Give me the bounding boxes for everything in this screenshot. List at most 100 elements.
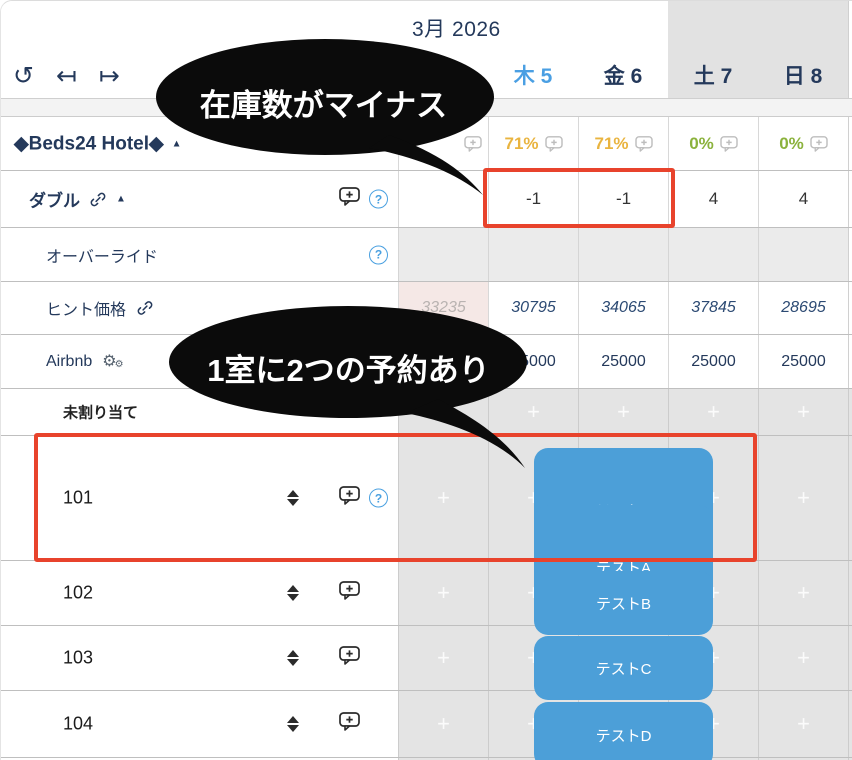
partial-next-column: [848, 228, 852, 281]
reorder-room-icon[interactable]: [287, 650, 299, 666]
inventory-cell[interactable]: 4: [758, 171, 848, 227]
occupancy-value: 71%: [594, 133, 629, 153]
override-row: オーバーライド ?: [1, 228, 852, 282]
add-note-icon[interactable]: [339, 712, 360, 736]
airbnb-row: Airbnb ⚙ ⚙ 25000 25000 25000 25000 25000: [1, 335, 852, 389]
override-cell[interactable]: [668, 228, 758, 281]
airbnb-price-cell[interactable]: 25000: [758, 335, 848, 388]
partial-next-column: [848, 626, 852, 690]
help-icon[interactable]: ?: [369, 488, 388, 508]
unassigned-label: 未割り当て: [63, 404, 139, 422]
add-note-icon[interactable]: [339, 581, 360, 605]
override-cell[interactable]: [758, 228, 848, 281]
occupancy-value: 0%: [779, 133, 804, 153]
help-icon[interactable]: ?: [369, 245, 388, 264]
inventory-cell[interactable]: -1: [488, 171, 578, 227]
add-note-icon[interactable]: [544, 135, 563, 152]
booking-cell[interactable]: +: [758, 436, 848, 560]
link-icon[interactable]: [89, 190, 107, 208]
hint-price-row: ヒント価格 33235 30795 34065 37845 28695: [1, 282, 852, 335]
airbnb-label: Airbnb: [46, 352, 93, 370]
add-booking-icon[interactable]: +: [437, 580, 450, 605]
booking-cell[interactable]: +: [758, 626, 848, 690]
add-booking-icon[interactable]: +: [797, 485, 810, 510]
booking-cell[interactable]: +: [578, 389, 668, 435]
add-note-icon[interactable]: [339, 486, 360, 510]
airbnb-price-cell[interactable]: 25000: [488, 335, 578, 388]
partial-next-column: [848, 171, 852, 227]
airbnb-price-value: 25000: [511, 352, 556, 370]
unassigned-row: 未割り当て + + + + +: [1, 389, 852, 436]
airbnb-price-value: 25000: [781, 352, 826, 370]
add-booking-icon[interactable]: +: [437, 399, 450, 424]
booking-cell[interactable]: +: [758, 561, 848, 625]
booking-cell[interactable]: +: [398, 561, 488, 625]
airbnb-price-value: 25000: [601, 352, 646, 370]
add-note-icon[interactable]: [464, 135, 482, 152]
property-row: ◆Beds24 Hotel◆ ▲ 71% 71% 0% 0%: [1, 117, 852, 171]
add-booking-icon[interactable]: +: [797, 645, 810, 670]
scroll-right-icon[interactable]: ↦: [98, 61, 120, 90]
booking-cell[interactable]: +: [668, 389, 758, 435]
occupancy-cell[interactable]: 0%: [758, 117, 848, 170]
override-cell[interactable]: [488, 228, 578, 281]
occupancy-cell[interactable]: 71%: [488, 117, 578, 170]
occupancy-cell[interactable]: 0%: [668, 117, 758, 170]
inventory-value: -1: [615, 189, 632, 208]
add-note-icon[interactable]: [634, 135, 653, 152]
hint-price-cell-partial[interactable]: 33235: [398, 282, 488, 334]
booking-cell[interactable]: +: [398, 691, 488, 757]
airbnb-price-cell-partial[interactable]: 25000: [398, 335, 488, 388]
room-number: 102: [63, 582, 94, 603]
header-strip: [1, 99, 852, 117]
add-note-icon[interactable]: [720, 135, 738, 152]
scroll-left-icon[interactable]: ↤: [55, 61, 77, 90]
occupancy-cell[interactable]: 71%: [578, 117, 668, 170]
airbnb-price-cell[interactable]: 25000: [668, 335, 758, 388]
add-booking-icon[interactable]: +: [797, 399, 810, 424]
add-booking-icon[interactable]: +: [617, 399, 630, 424]
collapse-property-icon[interactable]: ▲: [171, 138, 182, 149]
hint-price-value: 30795: [511, 299, 556, 316]
add-note-icon[interactable]: [810, 135, 828, 152]
hint-price-cell[interactable]: 30795: [488, 282, 578, 334]
booking-pill[interactable]: テストC: [534, 636, 713, 700]
add-booking-icon[interactable]: +: [437, 645, 450, 670]
add-note-icon[interactable]: [339, 187, 360, 211]
add-note-icon[interactable]: [339, 646, 360, 670]
link-icon[interactable]: [136, 299, 154, 317]
booking-cell[interactable]: +: [488, 389, 578, 435]
help-icon[interactable]: ?: [369, 189, 388, 209]
booking-cell[interactable]: +: [398, 436, 488, 560]
add-booking-icon[interactable]: +: [797, 580, 810, 605]
channel-settings-icon[interactable]: ⚙ ⚙: [102, 353, 123, 370]
add-booking-icon[interactable]: +: [707, 399, 720, 424]
collapse-room-type-icon[interactable]: ▲: [116, 193, 126, 205]
hint-price-cell[interactable]: 28695: [758, 282, 848, 334]
override-cell[interactable]: [398, 228, 488, 281]
booking-cell[interactable]: +: [758, 389, 848, 435]
booking-cell[interactable]: +: [398, 626, 488, 690]
inventory-cell-partial[interactable]: [398, 171, 488, 227]
hint-price-cell[interactable]: 34065: [578, 282, 668, 334]
month-label: 3月 2026: [412, 18, 501, 41]
booking-cell[interactable]: +: [398, 389, 488, 435]
add-booking-icon[interactable]: +: [437, 485, 450, 510]
reorder-room-icon[interactable]: [287, 716, 299, 732]
add-booking-icon[interactable]: +: [527, 399, 540, 424]
add-booking-icon[interactable]: +: [797, 711, 810, 736]
override-cell[interactable]: [578, 228, 668, 281]
booking-pill[interactable]: テストD: [534, 702, 713, 760]
gear-icon: ⚙: [102, 351, 117, 370]
inventory-cell[interactable]: -1: [578, 171, 668, 227]
booking-cell[interactable]: +: [758, 691, 848, 757]
airbnb-price-cell[interactable]: 25000: [578, 335, 668, 388]
undo-icon[interactable]: ↺: [13, 61, 34, 90]
add-booking-icon[interactable]: +: [437, 711, 450, 736]
occupancy-cell-partial[interactable]: [398, 117, 488, 170]
reorder-room-icon[interactable]: [287, 490, 299, 506]
hint-price-cell[interactable]: 37845: [668, 282, 758, 334]
reorder-room-icon[interactable]: [287, 585, 299, 601]
inventory-cell[interactable]: 4: [668, 171, 758, 227]
booking-pill[interactable]: テストB: [534, 571, 713, 635]
